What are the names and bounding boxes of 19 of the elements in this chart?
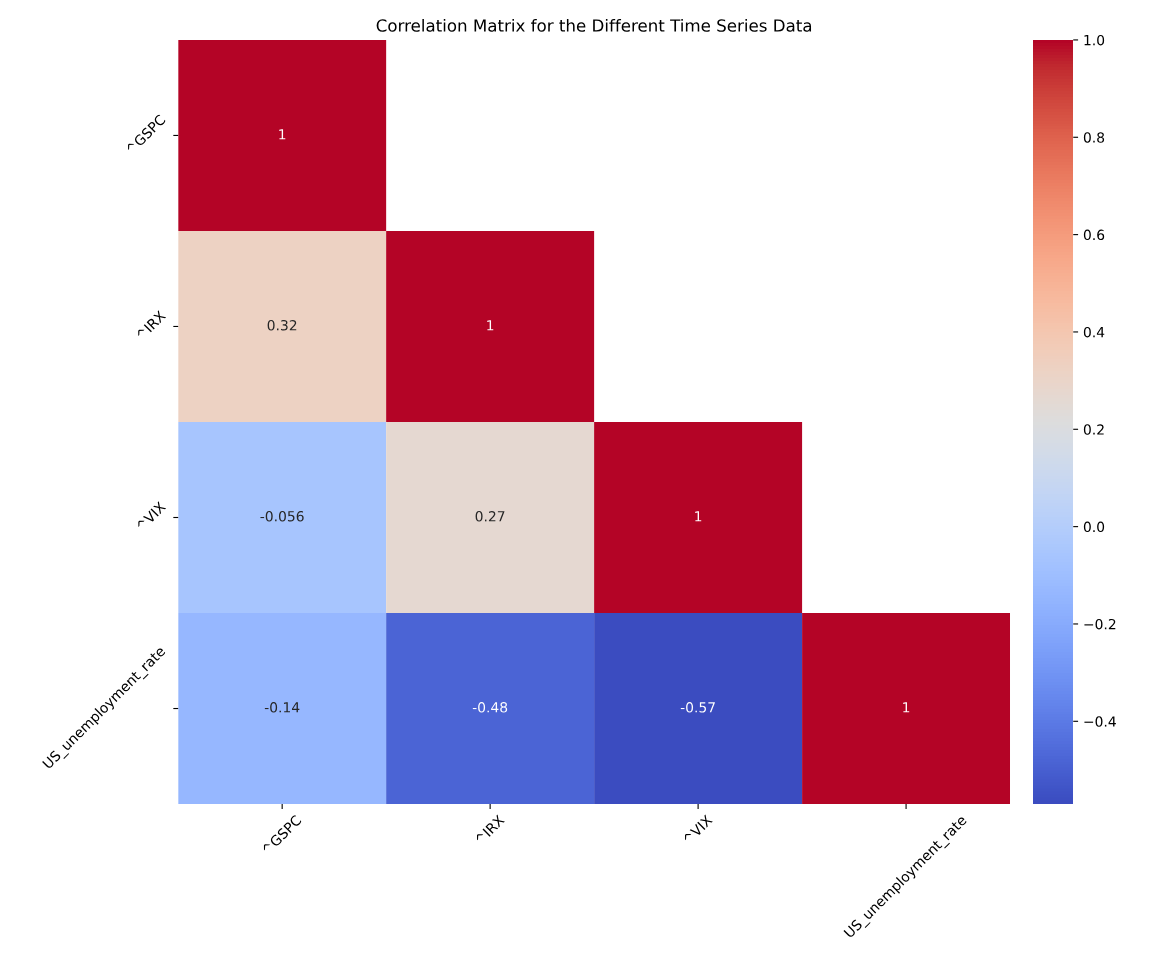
data-label: 0.32 bbox=[267, 320, 297, 331]
color-bar-label: −0.4 bbox=[1084, 716, 1116, 727]
data-label: 1 bbox=[279, 129, 286, 140]
color-bar-label: −0.2 bbox=[1084, 618, 1116, 630]
color-bar-label: 0.6 bbox=[1083, 229, 1105, 241]
color-bar-label: 0.0 bbox=[1083, 521, 1105, 533]
data-label: -0.57 bbox=[680, 702, 715, 713]
data-label: -0.48 bbox=[472, 702, 508, 713]
data-label: 0.27 bbox=[475, 511, 505, 522]
color-bar-label: 0.2 bbox=[1083, 424, 1104, 435]
data-label: 1 bbox=[903, 702, 910, 713]
color-bar-label: 0.4 bbox=[1083, 326, 1105, 338]
chart-title: Correlation Matrix for the Different Time Series Data bbox=[376, 18, 812, 32]
color-bar-label: 1.0 bbox=[1084, 34, 1105, 46]
color-bar-label: 0.8 bbox=[1083, 132, 1105, 143]
data-label: 1 bbox=[695, 511, 702, 522]
data-label: 1 bbox=[487, 320, 494, 331]
data-label: -0.056 bbox=[260, 511, 304, 522]
data-label: -0.14 bbox=[264, 702, 300, 713]
